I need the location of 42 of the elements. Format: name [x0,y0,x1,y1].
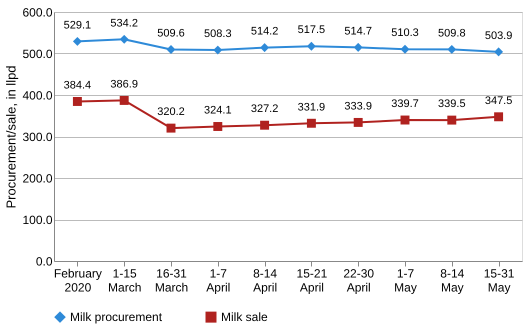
y-tick-label: 600.0 [22,6,53,20]
y-tick-label: 200.0 [22,172,53,186]
point [494,112,504,122]
data-label: 514.7 [344,25,372,38]
x-tick-label: 15-21 April [296,266,328,294]
data-label: 509.6 [157,28,185,40]
y-tick-label: 400.0 [22,88,53,102]
x-tick-label: 8-14 May [440,266,465,294]
data-label: 386.9 [110,78,138,90]
x-tick-label: 1-7 May [394,266,417,294]
x-tick-label: 1-7 April [206,266,230,294]
y-tick-label: 300.0 [22,130,53,144]
data-label: 339.5 [438,98,466,110]
data-label: 534.2 [110,17,138,30]
y-axis-title: Procurement/sale, in llpd [3,65,18,209]
data-label: 514.2 [250,26,278,38]
data-label: 339.7 [391,98,419,110]
y-tick-label: 100.0 [22,213,53,227]
data-label: 509.8 [438,27,466,40]
point [72,97,82,106]
data-label: 331.9 [298,101,326,114]
x-tick-label: 22-30 April [343,266,374,294]
data-label: 510.3 [391,27,419,40]
data-label: 347.5 [484,94,512,107]
legend-label: Milk sale [221,310,268,324]
data-label: 333.9 [344,100,372,112]
y-tick-label: 500.0 [22,47,53,61]
x-tick-label: 1-15 March [108,266,142,294]
data-label: 508.3 [204,28,232,40]
data-label: 324.1 [204,104,232,116]
x-tick-label: 16-31 March [154,266,188,294]
data-label: 320.2 [157,106,185,118]
x-tick-label: 15-31 May [484,266,515,294]
legend-label: Milk procurement [70,310,163,324]
y-tick-label: 0.0 [36,254,53,268]
data-label: 327.2 [250,103,278,116]
data-label: 529.1 [64,19,92,32]
data-label: 517.5 [298,24,326,36]
data-label: 503.9 [484,30,512,42]
data-label: 384.4 [64,79,92,92]
x-tick-label: February 2020 [54,266,102,294]
x-tick-label: 8-14 April [253,266,278,294]
